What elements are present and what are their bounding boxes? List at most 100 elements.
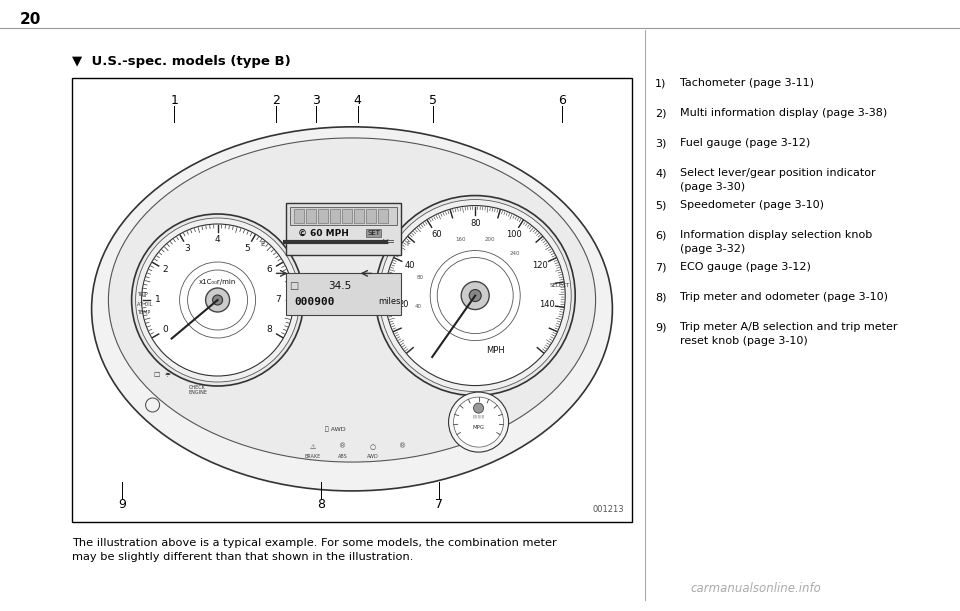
Text: 7: 7: [275, 296, 280, 304]
Text: 5: 5: [245, 244, 251, 252]
Circle shape: [212, 295, 223, 305]
Text: 2): 2): [655, 108, 666, 118]
Text: 8): 8): [655, 292, 666, 302]
Text: 1: 1: [155, 296, 160, 304]
Text: AT OIL: AT OIL: [136, 302, 152, 307]
Circle shape: [473, 403, 484, 413]
Text: 160: 160: [455, 237, 466, 242]
Text: SELECT: SELECT: [550, 283, 570, 288]
Text: The illustration above is a typical example. For some models, the combination me: The illustration above is a typical exam…: [72, 538, 557, 562]
Text: 2: 2: [273, 93, 280, 106]
Text: MPG: MPG: [472, 425, 485, 430]
Text: 6: 6: [558, 93, 566, 106]
Text: 7): 7): [655, 262, 666, 272]
Text: 4: 4: [215, 235, 221, 244]
Text: 6: 6: [267, 266, 273, 274]
Text: 2: 2: [163, 266, 168, 274]
Text: 8: 8: [267, 326, 273, 334]
Text: 100: 100: [506, 230, 522, 240]
Text: ECO gauge (page 3-12): ECO gauge (page 3-12): [680, 262, 811, 272]
Text: 000900: 000900: [294, 297, 335, 307]
Text: 4): 4): [655, 168, 666, 178]
Text: Speedometer (page 3-10): Speedometer (page 3-10): [680, 200, 824, 210]
Text: 200: 200: [485, 237, 495, 242]
Circle shape: [448, 392, 509, 452]
Text: 120: 120: [533, 261, 548, 269]
Text: □: □: [290, 281, 299, 291]
Text: 7: 7: [435, 497, 443, 511]
Bar: [342, 209, 352, 223]
Circle shape: [375, 196, 575, 395]
Text: ○: ○: [370, 444, 376, 450]
Text: 40: 40: [405, 261, 415, 269]
Text: (page 3-32): (page 3-32): [680, 244, 745, 254]
Text: Multi information display (page 3-38): Multi information display (page 3-38): [680, 108, 887, 118]
Text: ®: ®: [339, 444, 347, 450]
Text: 9: 9: [118, 497, 127, 511]
Text: 001213: 001213: [592, 505, 624, 514]
Text: reset knob (page 3-10): reset knob (page 3-10): [680, 336, 807, 346]
Text: 8: 8: [317, 497, 325, 511]
Bar: [306, 209, 316, 223]
Text: x1C₀₀r/min: x1C₀₀r/min: [199, 279, 236, 285]
Text: © 60 MPH: © 60 MPH: [299, 229, 349, 238]
Bar: [72, 78, 632, 522]
Text: 20: 20: [19, 12, 40, 27]
Text: Trip meter A/B selection and trip meter: Trip meter A/B selection and trip meter: [680, 322, 898, 332]
Text: 3: 3: [184, 244, 190, 252]
Text: 40: 40: [415, 304, 421, 309]
Bar: [286, 273, 401, 315]
Text: 1): 1): [655, 78, 666, 88]
Text: TEMP: TEMP: [136, 310, 150, 315]
Text: 80: 80: [417, 276, 423, 280]
Text: AWD: AWD: [367, 454, 378, 459]
Bar: [354, 209, 364, 223]
Text: F: F: [406, 241, 410, 247]
Text: ▼  U.S.-spec. models (type B): ▼ U.S.-spec. models (type B): [72, 56, 291, 68]
Text: |||||||||: |||||||||: [472, 414, 485, 418]
Text: CHECK
ENGINE: CHECK ENGINE: [188, 384, 207, 395]
Circle shape: [205, 288, 229, 312]
Text: ®: ®: [399, 444, 406, 450]
Bar: [330, 209, 340, 223]
Text: 60: 60: [431, 230, 442, 240]
Text: E: E: [260, 241, 265, 247]
Text: 20: 20: [398, 301, 409, 309]
Text: 80: 80: [469, 219, 481, 228]
Text: TRIP: TRIP: [136, 293, 147, 298]
Text: ⇒⇐: ⇒⇐: [376, 237, 395, 247]
Text: ⛽ AWD: ⛽ AWD: [324, 426, 346, 431]
Ellipse shape: [91, 127, 612, 491]
Text: 6): 6): [655, 230, 666, 240]
Circle shape: [135, 218, 300, 382]
Text: 34.5: 34.5: [328, 281, 351, 291]
Text: BRAKE: BRAKE: [304, 454, 321, 459]
Text: 140: 140: [539, 301, 555, 309]
Text: (page 3-30): (page 3-30): [680, 182, 745, 192]
Text: Select lever/gear position indicator: Select lever/gear position indicator: [680, 168, 876, 178]
Circle shape: [453, 397, 504, 447]
Circle shape: [132, 214, 303, 386]
Bar: [318, 209, 328, 223]
Text: 5): 5): [655, 200, 666, 210]
Text: ⚠: ⚠: [310, 444, 316, 450]
Text: Information display selection knob: Information display selection knob: [680, 230, 873, 240]
Text: SET: SET: [367, 230, 380, 236]
Text: 4: 4: [353, 93, 362, 106]
Bar: [366, 209, 376, 223]
Circle shape: [461, 282, 490, 310]
Text: Trip meter and odometer (page 3-10): Trip meter and odometer (page 3-10): [680, 292, 888, 302]
Text: Fuel gauge (page 3-12): Fuel gauge (page 3-12): [680, 138, 810, 148]
Text: 3: 3: [312, 93, 320, 106]
Circle shape: [142, 224, 294, 376]
Text: 5: 5: [429, 93, 437, 106]
Bar: [286, 203, 401, 255]
Circle shape: [385, 205, 565, 386]
Text: 1: 1: [171, 93, 179, 106]
Text: 9): 9): [655, 322, 666, 332]
Text: Tachometer (page 3-11): Tachometer (page 3-11): [680, 78, 814, 88]
Text: carmanualsonline.info: carmanualsonline.info: [690, 582, 821, 595]
Text: 3): 3): [655, 138, 666, 148]
Text: MPH: MPH: [486, 346, 505, 355]
Text: 0: 0: [163, 326, 169, 334]
